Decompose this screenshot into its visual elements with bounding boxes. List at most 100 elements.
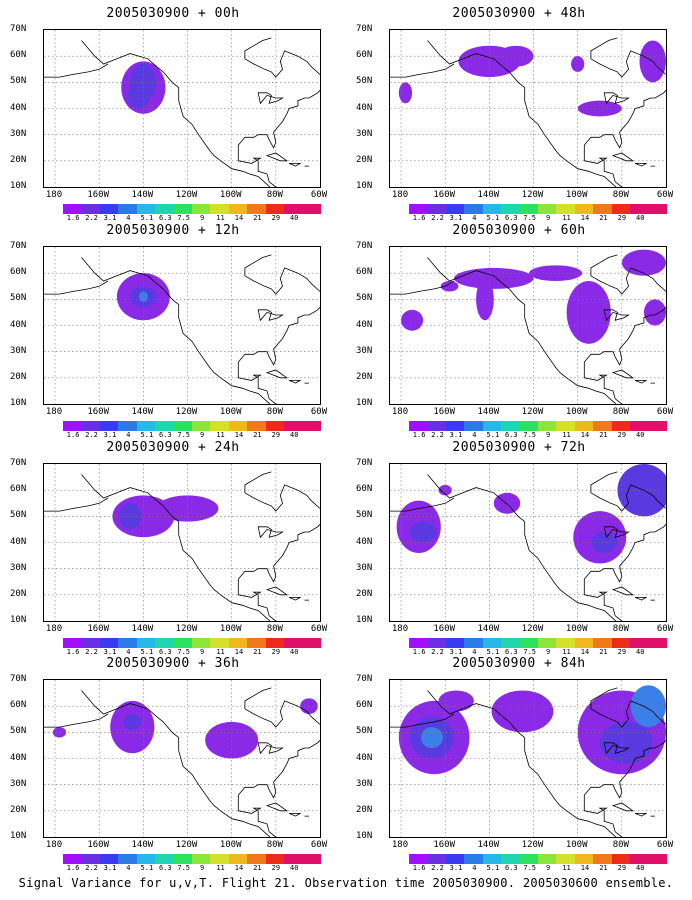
latitude-label: 20N: [356, 588, 373, 599]
latitude-label: 50N: [356, 726, 373, 737]
colorbar-label: 29: [271, 431, 281, 439]
colorbar-swatch: [99, 421, 119, 431]
colorbar-swatch: [63, 638, 82, 648]
coastline: [244, 37, 320, 78]
colorbar-label: 14: [234, 431, 244, 439]
longitude-label: 140W: [477, 624, 500, 634]
colorbar-label: 4: [472, 431, 477, 439]
longitude-label: 140W: [131, 190, 154, 200]
colorbar-swatch: [228, 421, 248, 431]
colorbar-swatch: [574, 421, 594, 431]
coastline: [81, 690, 320, 837]
coastline: [257, 92, 284, 105]
variance-contour: [630, 685, 666, 728]
coastline: [257, 309, 284, 322]
latitude-label: 70N: [356, 24, 373, 34]
coastline: [44, 63, 109, 78]
variance-contour: [438, 484, 452, 496]
colorbar-swatch: [81, 421, 101, 431]
colorbar-swatch: [284, 421, 304, 431]
colorbar-swatch: [538, 204, 557, 214]
longitude-label: 80W: [612, 190, 629, 200]
coastline: [288, 380, 302, 384]
latitude-label: 70N: [10, 674, 27, 684]
latitude-label: 40N: [10, 319, 27, 330]
latitude-label: 10N: [10, 615, 27, 625]
colorbar-swatch: [210, 638, 230, 648]
colorbar-swatch: [409, 204, 428, 214]
map-plot-area: [389, 29, 667, 188]
colorbar-label: 4: [472, 864, 477, 872]
colorbar-label: 29: [617, 864, 627, 872]
panel-title: 2005030900 + 60h: [452, 223, 586, 238]
latitude-label: 40N: [10, 536, 27, 547]
coastline: [44, 280, 109, 295]
colorbar-label: 5.1: [486, 648, 500, 656]
coastline: [288, 597, 302, 601]
longitude-label: 100W: [219, 840, 242, 850]
coastline: [390, 63, 455, 78]
variance-contour: [409, 521, 437, 543]
latitude-label: 10N: [356, 181, 373, 191]
colorbar-swatch: [118, 638, 138, 648]
longitude-label: 180: [45, 407, 63, 417]
colorbar-label: 5.1: [486, 431, 500, 439]
variance-contour: [454, 267, 534, 289]
coastline: [288, 163, 302, 167]
colorbar-swatch: [155, 638, 175, 648]
longitude-label: 180: [45, 624, 63, 634]
colorbar: [409, 204, 668, 214]
colorbar-swatch: [81, 854, 101, 864]
coastline: [81, 474, 320, 621]
longitude-label: 100W: [565, 190, 588, 200]
colorbar-swatch: [210, 421, 230, 431]
colorbar-swatch: [173, 638, 193, 648]
latitude-label: 50N: [356, 76, 373, 87]
latitude-label: 10N: [10, 181, 27, 191]
colorbar-swatch: [118, 204, 138, 214]
latitude-label: 20N: [356, 154, 373, 165]
colorbar-label: 11: [562, 864, 571, 872]
colorbar-swatch: [482, 638, 502, 648]
longitude-label: 60W: [310, 624, 328, 634]
variance-contour: [621, 249, 666, 276]
colorbar-swatch: [155, 854, 175, 864]
coastline: [603, 526, 630, 539]
coastline: [257, 526, 284, 539]
latitude-label: 10N: [10, 831, 27, 841]
colorbar-swatch: [445, 204, 465, 214]
colorbar-swatch: [427, 204, 447, 214]
colorbar-label: 40: [636, 648, 645, 656]
map-svg: [44, 30, 320, 187]
forecast-panel: 2005030900 + 48h 70N 60N 50N 40N 30N 20N 10N 180…: [354, 6, 684, 224]
longitude-label: 180: [391, 190, 409, 200]
latitude-label: 60N: [356, 484, 373, 495]
colorbar-label: 21: [599, 648, 608, 656]
colorbar-swatch: [501, 854, 521, 864]
colorbar-swatch: [409, 854, 428, 864]
colorbar-label: 14: [234, 648, 244, 656]
colorbar-swatch: [63, 421, 82, 431]
colorbar-swatch: [648, 854, 668, 864]
colorbar-label: 7.5: [523, 648, 537, 656]
latitude-label: 10N: [356, 615, 373, 625]
forecast-panel: 2005030900 + 00h 70N 60N 50N 40N 30N 20N 10N 180…: [8, 6, 338, 224]
coastline: [427, 40, 666, 187]
colorbar-label: 9: [546, 431, 551, 439]
variance-contour: [529, 265, 583, 282]
latitude-label: 30N: [10, 562, 27, 573]
variance-contour: [401, 309, 424, 331]
colorbar-label: 1.6: [412, 648, 426, 656]
longitude-label: 160W: [433, 840, 456, 850]
longitude-label: 80W: [266, 840, 283, 850]
longitude-label: 160W: [87, 840, 110, 850]
latitude-label: 70N: [10, 24, 27, 34]
latitude-label: 20N: [10, 371, 27, 382]
colorbar-label: 9: [200, 864, 205, 872]
colorbar-label: 6.3: [158, 648, 172, 656]
colorbar-label: 40: [636, 864, 645, 872]
colorbar-label: 9: [200, 431, 205, 439]
colorbar-swatch: [302, 204, 322, 214]
colorbar-swatch: [173, 421, 193, 431]
colorbar-swatch: [482, 204, 502, 214]
